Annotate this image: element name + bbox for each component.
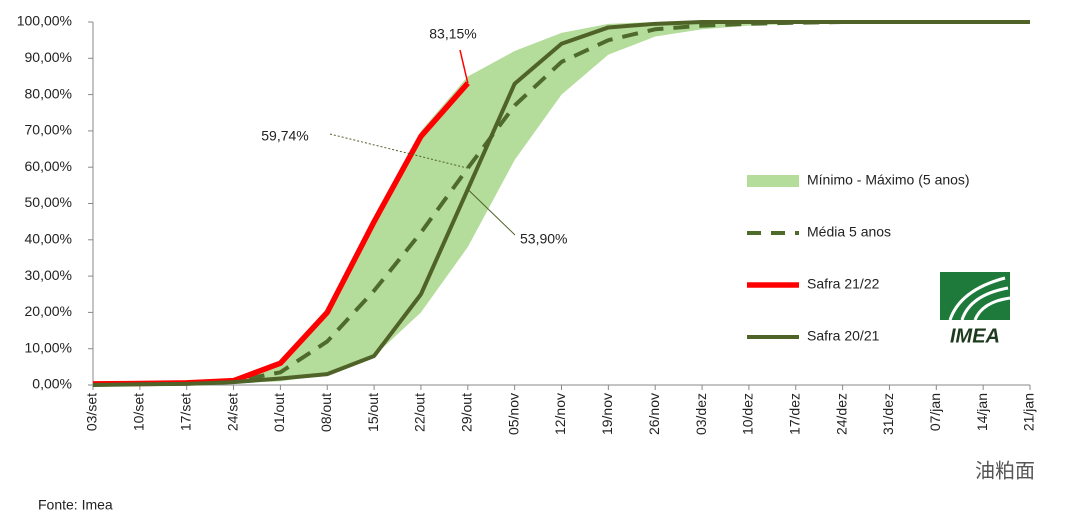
x-tick-label: 03/set <box>84 393 100 431</box>
x-tick-label: 07/jan <box>927 393 943 431</box>
y-tick-label: 90,00% <box>25 49 72 65</box>
y-tick-label: 60,00% <box>25 158 72 174</box>
logo: IMEA <box>940 272 1011 347</box>
y-tick-label: 80,00% <box>25 85 72 101</box>
x-tick-label: 21/jan <box>1021 393 1037 431</box>
y-tick-label: 100,00% <box>17 13 72 29</box>
watermark: 油粕面 <box>975 459 1035 482</box>
x-tick-label: 15/out <box>365 393 381 432</box>
legend-label: Mínimo - Máximo (5 anos) <box>807 172 970 188</box>
range-band <box>93 22 1030 385</box>
x-tick-label: 17/dez <box>786 393 802 435</box>
x-tick-label: 24/dez <box>833 393 849 435</box>
data-label: 53,90% <box>520 231 567 247</box>
plot-area: 0,00% 10,00% 20,00% 30,00% 40,00% 50,00% 60,00… <box>17 13 1037 435</box>
series-line <box>92 20 1030 387</box>
x-tick-label: 14/jan <box>974 393 990 431</box>
y-tick-label: 50,00% <box>25 194 72 210</box>
x-tick-label: 03/dez <box>693 393 709 435</box>
x-tick-label: 26/nov <box>646 393 662 435</box>
legend-swatch <box>747 175 799 187</box>
data-label: 59,74% <box>261 128 308 144</box>
legend-label: Safra 20/21 <box>807 328 880 344</box>
y-tick-label: 30,00% <box>25 267 72 283</box>
logo-stripes <box>948 276 1011 321</box>
x-tick-label: 17/set <box>177 393 193 431</box>
x-tick-label: 01/out <box>271 393 287 432</box>
series-line <box>92 20 1030 387</box>
x-tick-label: 10/dez <box>740 393 756 435</box>
x-tick-label: 22/out <box>412 393 428 432</box>
x-tick-label: 24/set <box>224 393 240 431</box>
y-tick-label: 10,00% <box>25 339 72 355</box>
logo-text: IMEA <box>950 325 1000 347</box>
legend-label: Média 5 anos <box>807 224 891 240</box>
leader-line <box>459 49 469 84</box>
x-tick-label: 12/nov <box>552 393 568 435</box>
x-tick-label: 31/dez <box>880 393 896 435</box>
x-tick-label: 10/set <box>131 393 147 431</box>
data-label: 83,15% <box>429 26 476 42</box>
x-tick-label: 19/nov <box>599 393 615 435</box>
x-tick-label: 05/nov <box>505 393 521 435</box>
x-tick-label: 08/out <box>318 393 334 432</box>
y-tick-label: 40,00% <box>25 231 72 247</box>
y-tick-label: 20,00% <box>25 303 72 319</box>
y-tick-label: 0,00% <box>32 376 72 392</box>
x-tick-label: 29/out <box>459 393 475 432</box>
y-tick-label: 70,00% <box>25 122 72 138</box>
legend-label: Safra 21/22 <box>807 276 880 292</box>
source-note: Fonte: Imea <box>38 497 113 513</box>
leader-line <box>467 188 516 236</box>
